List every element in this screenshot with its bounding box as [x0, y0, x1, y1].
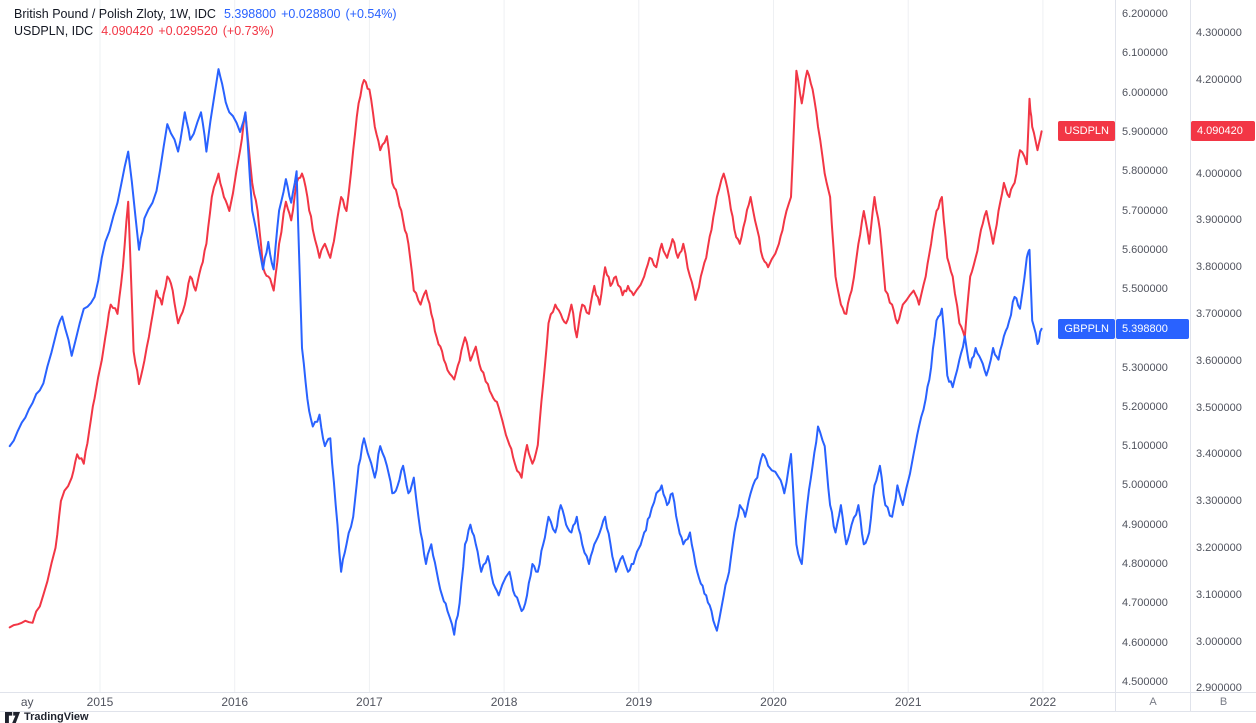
price-tick: 4.000000 — [1196, 167, 1242, 180]
gbppln-price-badge: 5.398800 — [1116, 318, 1189, 339]
price-tick: 3.900000 — [1196, 214, 1242, 227]
bottom-toolbar-separator — [0, 711, 1256, 712]
price-tick: 4.200000 — [1196, 74, 1242, 86]
price-tick: 5.000000 — [1122, 479, 1168, 492]
price-tick: 4.800000 — [1122, 558, 1168, 570]
legend-symbol-title-usdpln: USDPLN, IDC — [14, 23, 94, 38]
time-tick: 2021 — [894, 695, 922, 709]
price-tick: 5.600000 — [1122, 243, 1168, 256]
price-tick: 3.800000 — [1196, 261, 1242, 274]
usdpln-series-badge: USDPLN — [1058, 121, 1115, 142]
time-tick: 2017 — [356, 695, 383, 709]
time-tick: 2016 — [221, 695, 249, 709]
price-tick: 5.100000 — [1122, 440, 1168, 453]
price-tick: 4.300000 — [1196, 27, 1242, 40]
series-line-gbppln[interactable] — [8, 68, 1043, 636]
tradingview-logo-text: TradingView — [24, 711, 89, 723]
scale-b-separator — [1190, 0, 1191, 711]
price-tick: 5.500000 — [1122, 283, 1168, 296]
time-axis[interactable]: ay 2015 2016 2017 2018 2019 2020 2021 2022 — [0, 693, 1115, 711]
price-tick: 5.700000 — [1122, 204, 1168, 217]
time-axis-separator — [0, 692, 1256, 693]
chart-legend: British Pound / Polish Zloty, 1W, IDC 5.… — [14, 5, 402, 39]
legend-change-usdpln: +0.029520 — [158, 23, 218, 38]
price-tick: 6.000000 — [1122, 86, 1168, 99]
time-tick: 2019 — [625, 695, 653, 709]
legend-price-usdpln: 4.090420 — [101, 23, 154, 38]
tradingview-logo-icon — [5, 712, 20, 723]
legend-row-usdpln[interactable]: USDPLN, IDC 4.090420 +0.029520 (+0.73%) — [14, 22, 402, 39]
legend-change-pct-usdpln: (+0.73%) — [222, 23, 274, 38]
price-tick: 5.900000 — [1122, 126, 1168, 138]
time-tick: 2018 — [490, 695, 518, 709]
usdpln-price-badge: 4.090420 — [1191, 121, 1255, 142]
time-tick: 2020 — [760, 695, 787, 709]
time-tick: 2015 — [86, 695, 114, 709]
price-scale-a[interactable]: 6.200000 6.100000 6.000000 5.900000 5.800000… — [1116, 0, 1190, 692]
price-tick: 4.700000 — [1122, 597, 1168, 610]
price-scale-b[interactable]: 4.3000004.2000004.1000004.0000003.900000… — [1191, 0, 1256, 695]
legend-symbol-title-gbppln: British Pound / Polish Zloty, 1W, IDC — [14, 6, 216, 21]
series-line-usdpln[interactable] — [8, 69, 1043, 629]
price-tick: 5.300000 — [1122, 361, 1168, 374]
legend-change-gbppln: +0.028800 — [281, 6, 341, 21]
price-tick: 5.200000 — [1122, 400, 1168, 413]
price-tick: 3.400000 — [1196, 448, 1242, 461]
bottom-toolbar: TradingView — [0, 712, 1256, 723]
scale-a-separator — [1115, 0, 1116, 711]
price-tick: 2.900000 — [1196, 682, 1242, 695]
price-tick: 3.700000 — [1196, 307, 1242, 320]
price-tick: 3.300000 — [1196, 495, 1242, 508]
price-tick: 3.000000 — [1196, 635, 1242, 648]
time-tick: ay — [20, 695, 34, 709]
price-tick: 4.500000 — [1122, 675, 1168, 688]
price-tick: 3.500000 — [1196, 401, 1242, 414]
legend-price-gbppln: 5.398800 — [223, 6, 277, 21]
legend-row-gbppln[interactable]: British Pound / Polish Zloty, 1W, IDC 5.… — [14, 5, 402, 22]
price-tick: 5.800000 — [1122, 165, 1168, 178]
legend-change-pct-gbppln: (+0.54%) — [345, 6, 397, 21]
scale-b-toggle[interactable]: B — [1219, 696, 1228, 708]
scale-a-toggle[interactable]: A — [1149, 696, 1157, 708]
price-tick: 3.100000 — [1196, 588, 1242, 601]
price-tick: 4.900000 — [1122, 518, 1168, 531]
price-tick: 3.600000 — [1196, 354, 1242, 367]
gbppln-series-badge: GBPPLN — [1058, 318, 1115, 339]
time-tick: 2022 — [1029, 695, 1057, 709]
tradingview-logo[interactable]: TradingView — [5, 712, 89, 723]
price-tick: 6.200000 — [1122, 8, 1168, 21]
price-tick: 4.600000 — [1122, 636, 1168, 649]
price-tick: 6.100000 — [1122, 47, 1168, 60]
plot-svg[interactable] — [0, 0, 1115, 692]
price-tick: 3.200000 — [1196, 541, 1242, 554]
